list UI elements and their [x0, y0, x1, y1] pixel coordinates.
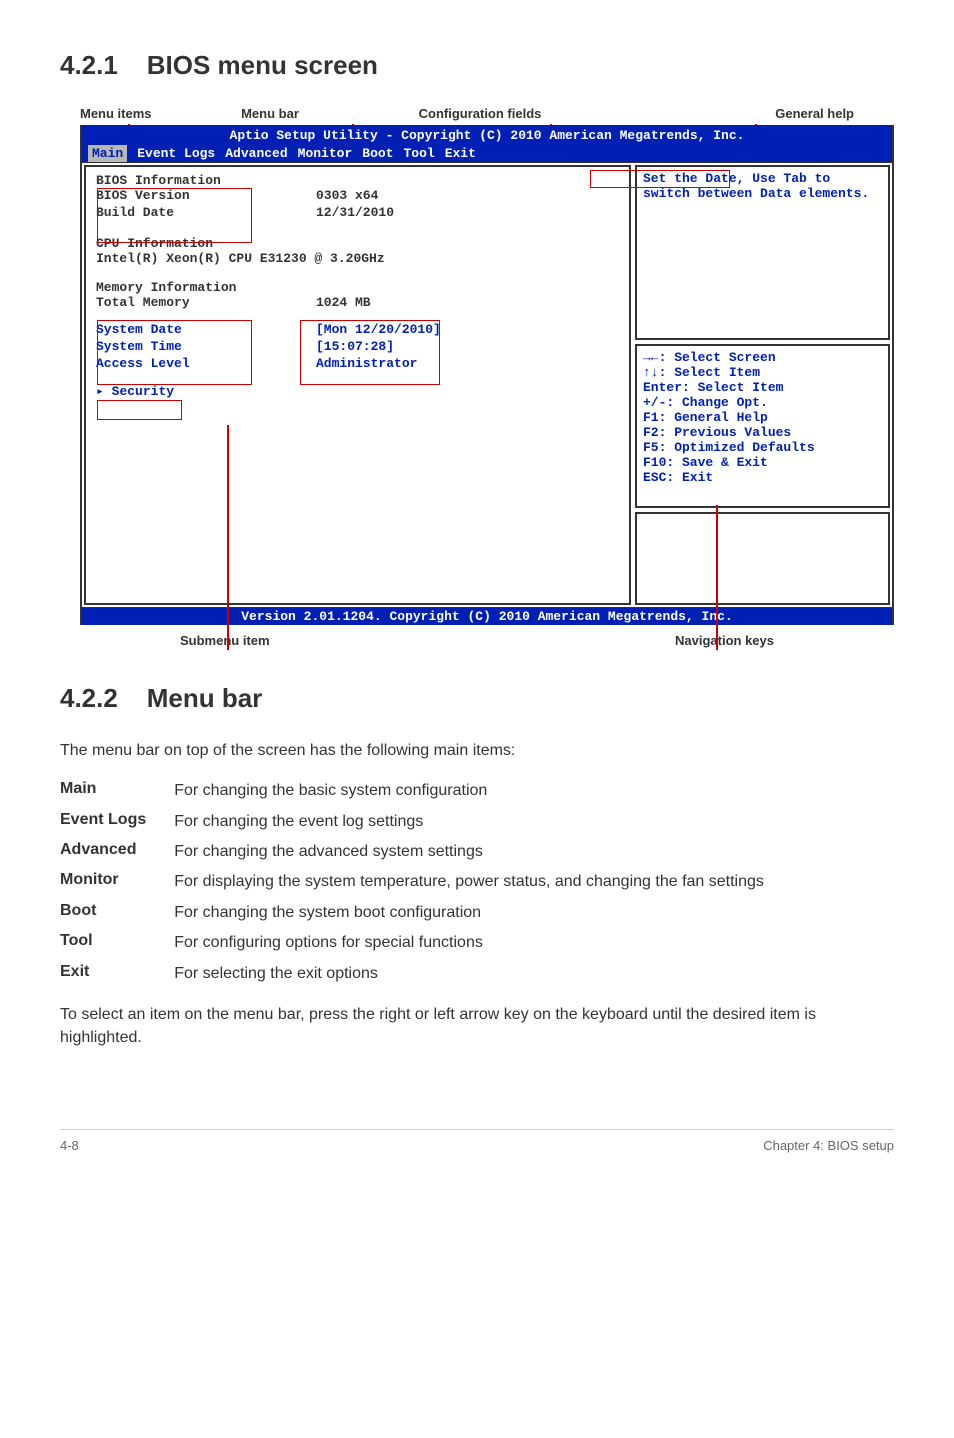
- menu-definitions: Main For changing the basic system confi…: [60, 776, 764, 989]
- bios-header: Aptio Setup Utility - Copyright (C) 2010…: [82, 125, 892, 162]
- def-row: Advanced For changing the advanced syste…: [60, 837, 764, 867]
- label-config-fields: Configuration fields: [370, 106, 590, 121]
- def-row: Event Logs For changing the event log se…: [60, 807, 764, 837]
- def-row: Monitor For displaying the system temper…: [60, 867, 764, 897]
- section2-outro: To select an item on the menu bar, press…: [60, 1003, 894, 1049]
- def-row: Exit For selecting the exit options: [60, 959, 764, 989]
- cpu-line: Intel(R) Xeon(R) CPU E31230 @ 3.20GHz: [96, 251, 619, 266]
- row-build-date: Build Date 12/31/2010: [96, 205, 619, 222]
- submenu-security[interactable]: ▸ Security: [96, 384, 619, 399]
- mem-info-header: Memory Information: [96, 280, 619, 295]
- row-access-level: Access Level Administrator: [96, 356, 619, 373]
- row-total-memory: Total Memory 1024 MB: [96, 295, 619, 312]
- section-4-2-1-title: 4.2.1 BIOS menu screen: [60, 50, 894, 81]
- menu-main[interactable]: Main: [88, 145, 127, 163]
- bios-menu-bar: Main Event Logs Advanced Monitor Boot To…: [88, 145, 886, 163]
- def-row: Main For changing the basic system confi…: [60, 776, 764, 806]
- menu-boot[interactable]: Boot: [362, 145, 393, 163]
- label-menu-items: Menu items: [80, 106, 170, 121]
- row-system-time[interactable]: System Time [15:07:28]: [96, 339, 619, 356]
- bottom-callout-labels: Submenu item Navigation keys: [80, 633, 894, 648]
- chapter-label: Chapter 4: BIOS setup: [763, 1138, 894, 1153]
- bios-left-panel: BIOS Information BIOS Version 0303 x64 B…: [84, 165, 631, 605]
- def-row: Boot For changing the system boot config…: [60, 898, 764, 928]
- bios-window: Aptio Setup Utility - Copyright (C) 2010…: [80, 125, 894, 625]
- general-help-box: Set the Date, Use Tab to switch between …: [635, 165, 890, 340]
- menu-advanced[interactable]: Advanced: [225, 145, 287, 163]
- section2-intro: The menu bar on top of the screen has th…: [60, 739, 894, 762]
- nav-keys-box: →←: Select Screen ↑↓: Select Item Enter:…: [635, 344, 890, 507]
- bios-right-panel: Set the Date, Use Tab to switch between …: [635, 165, 890, 605]
- label-submenu-item: Submenu item: [180, 633, 270, 648]
- bios-footer: Version 2.01.1204. Copyright (C) 2010 Am…: [82, 608, 892, 625]
- menu-exit[interactable]: Exit: [445, 145, 476, 163]
- top-callout-labels: Menu items Menu bar Configuration fields…: [80, 106, 894, 121]
- bios-info-header: BIOS Information: [96, 173, 619, 188]
- bios-copyright-line: Aptio Setup Utility - Copyright (C) 2010…: [88, 127, 886, 145]
- page-number: 4-8: [60, 1138, 79, 1153]
- menu-event-logs[interactable]: Event Logs: [137, 145, 215, 163]
- label-navigation-keys: Navigation keys: [675, 633, 864, 648]
- bios-diagram: Menu items Menu bar Configuration fields…: [80, 106, 894, 648]
- label-menu-bar: Menu bar: [170, 106, 370, 121]
- bios-body: BIOS Information BIOS Version 0303 x64 B…: [82, 162, 892, 608]
- row-system-date[interactable]: System Date [Mon 12/20/2010]: [96, 322, 619, 339]
- def-row: Tool For configuring options for special…: [60, 928, 764, 958]
- triangle-right-icon: ▸: [96, 384, 104, 399]
- section-4-2-2-title: 4.2.2 Menu bar: [60, 683, 894, 714]
- label-general-help: General help: [590, 106, 894, 121]
- row-bios-version: BIOS Version 0303 x64: [96, 188, 619, 205]
- menu-monitor[interactable]: Monitor: [298, 145, 353, 163]
- menu-tool[interactable]: Tool: [403, 145, 434, 163]
- empty-box: [635, 512, 890, 606]
- page-footer: 4-8 Chapter 4: BIOS setup: [60, 1129, 894, 1153]
- cpu-info-header: CPU Information: [96, 236, 619, 251]
